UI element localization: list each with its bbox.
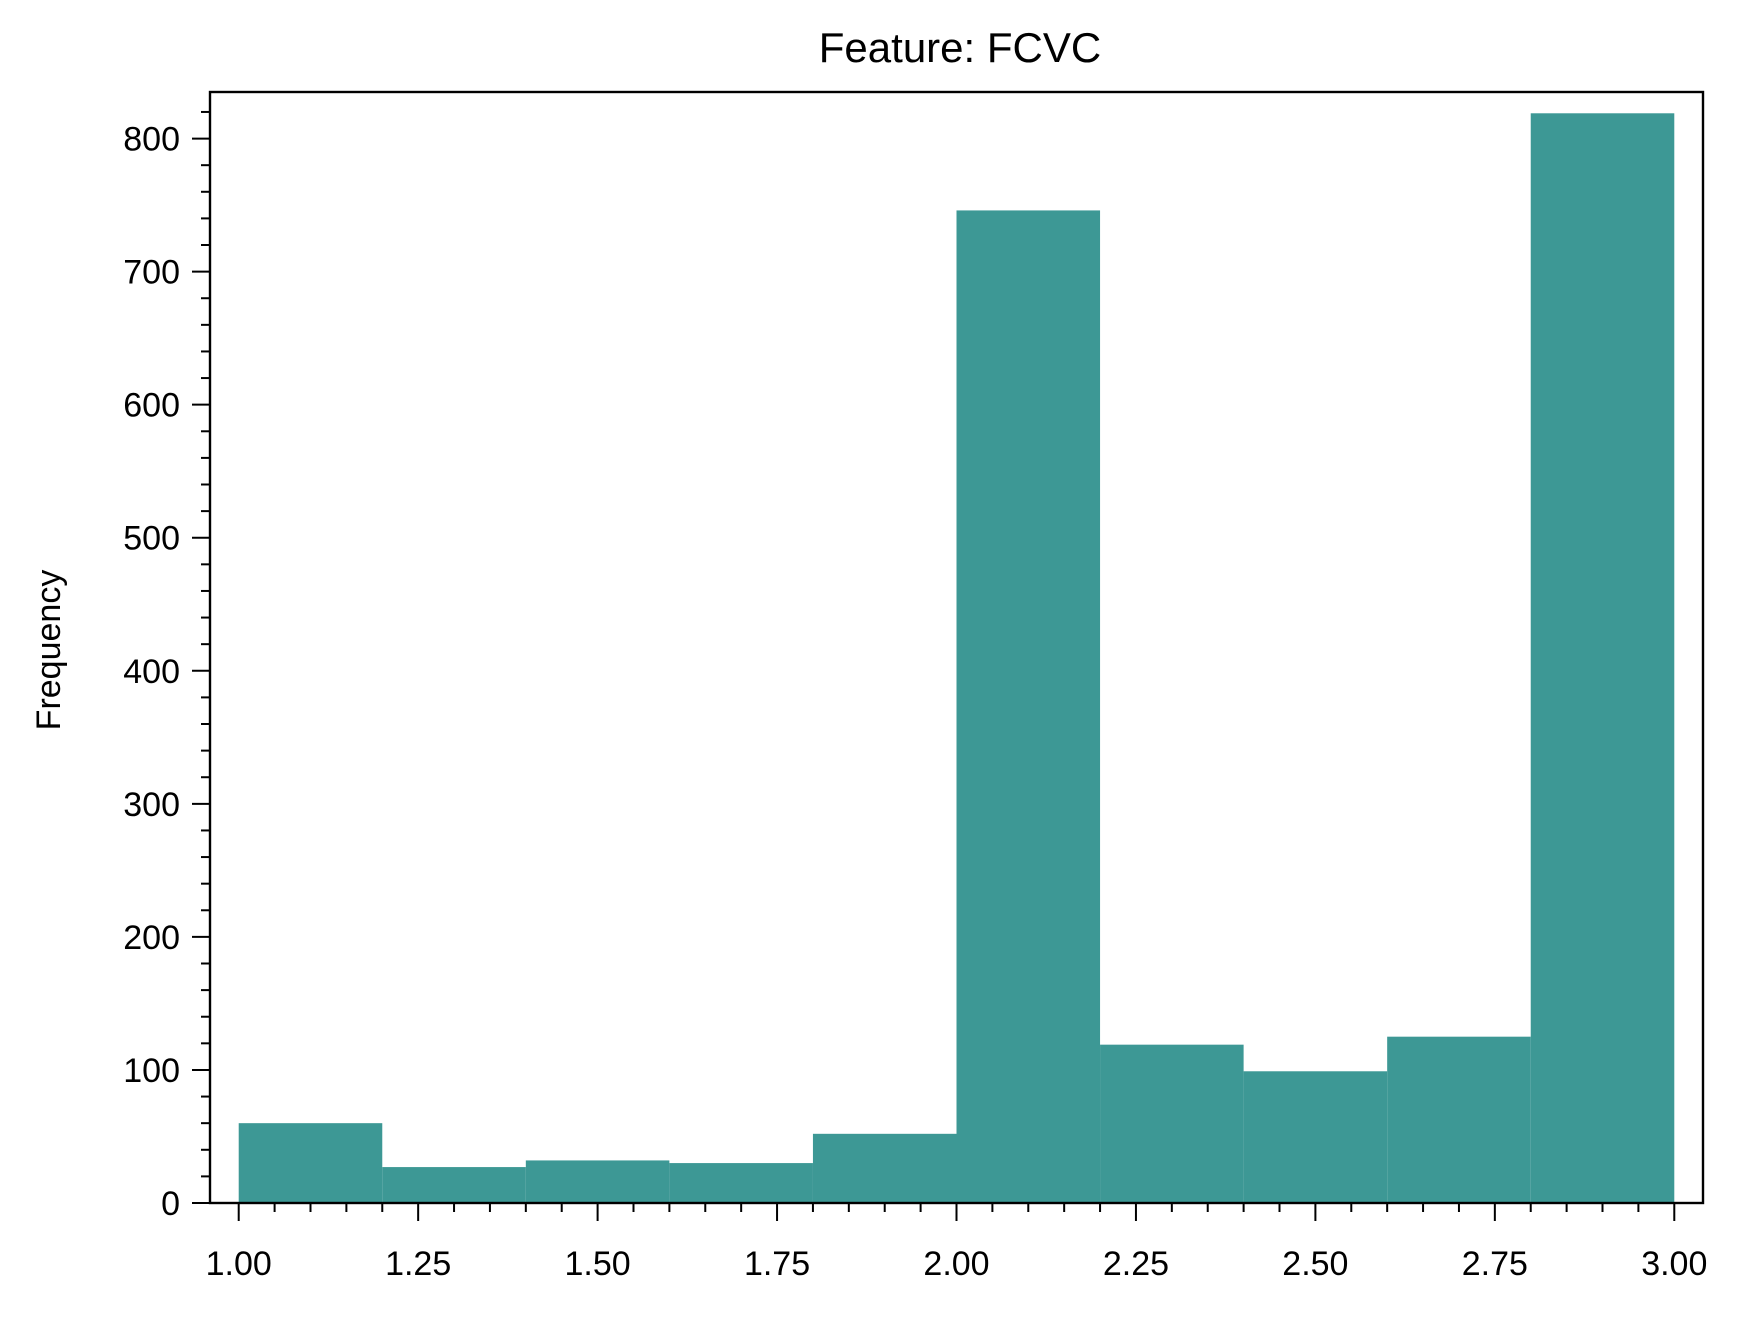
x-tick-label: 1.00 xyxy=(206,1245,272,1283)
y-tick-label: 0 xyxy=(161,1185,180,1223)
x-tick-label: 1.75 xyxy=(744,1245,810,1283)
x-ticks: 1.00 1.25 1.50 1.75 2.00 2.25 2.50 2.75 3.00 xyxy=(206,1203,1707,1283)
y-tick-label: 700 xyxy=(123,254,180,292)
x-tick-label: 1.25 xyxy=(385,1245,451,1283)
histogram-bar xyxy=(669,1163,813,1203)
histogram-bar xyxy=(238,1123,383,1203)
histogram-bar xyxy=(812,1133,957,1203)
x-tick-label: 1.50 xyxy=(565,1245,631,1283)
histogram-bar xyxy=(1243,1071,1388,1203)
y-tick-label: 400 xyxy=(123,653,180,691)
x-tick-label: 2.75 xyxy=(1462,1245,1528,1283)
y-tick-label: 200 xyxy=(123,919,180,957)
plot-frame xyxy=(208,90,1705,1205)
chart-title: Feature: FCVC xyxy=(819,24,1101,71)
x-tick-label: 3.00 xyxy=(1641,1245,1707,1283)
y-tick-label: 500 xyxy=(123,520,180,558)
histogram-bar xyxy=(1387,1036,1531,1203)
y-tick-label: 300 xyxy=(123,786,180,824)
x-tick-label: 2.25 xyxy=(1103,1245,1169,1283)
y-axis-label: Frequency xyxy=(30,570,68,731)
x-tick-label: 2.50 xyxy=(1282,1245,1348,1283)
y-tick-label: 600 xyxy=(123,387,180,425)
y-tick-label: 100 xyxy=(123,1052,180,1090)
y-tick-label: 800 xyxy=(123,121,180,159)
histogram-bar xyxy=(956,210,1101,1203)
bars-group xyxy=(238,113,1675,1204)
histogram-bar xyxy=(382,1167,526,1203)
y-ticks: 0 100 200 300 400 500 600 700 800 xyxy=(123,110,210,1223)
histogram-bar xyxy=(1530,113,1675,1204)
histogram-bar xyxy=(525,1160,670,1203)
x-tick-label: 2.00 xyxy=(923,1245,989,1283)
histogram-bar xyxy=(1100,1044,1244,1203)
